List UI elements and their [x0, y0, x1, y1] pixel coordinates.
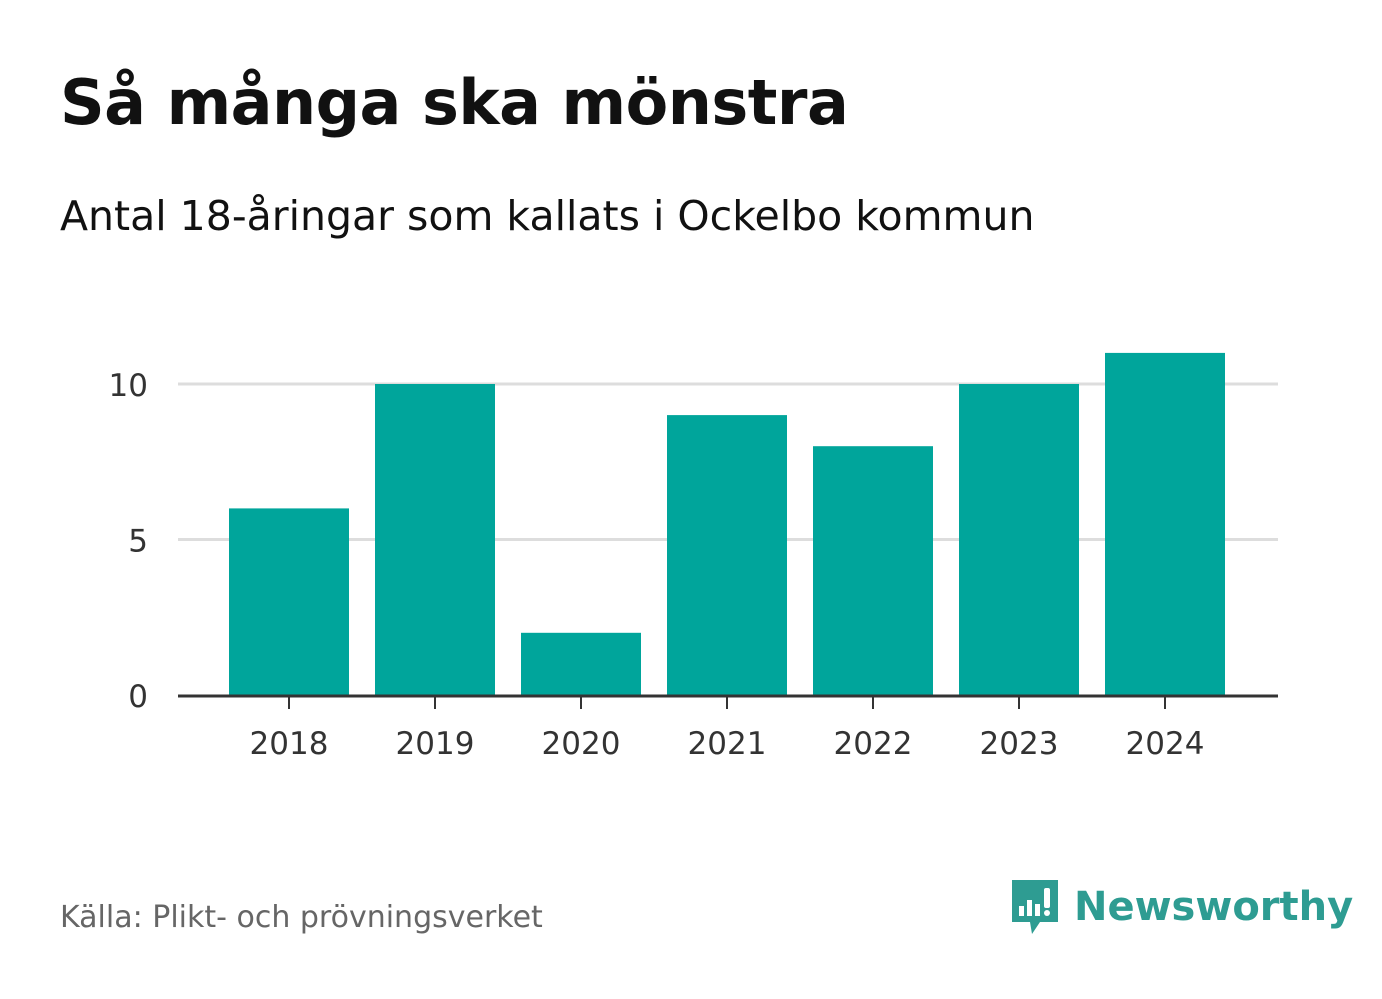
bars	[229, 352, 1225, 695]
x-tick-label-2018: 2018	[250, 726, 329, 762]
bar-2024	[1105, 352, 1225, 695]
x-tick-label-2023: 2023	[980, 726, 1059, 762]
source-note: Källa: Plikt- och prövningsverket	[60, 900, 543, 935]
y-tick-label-10: 10	[109, 368, 148, 404]
bar-2023	[959, 384, 1079, 695]
bar-2020	[521, 632, 641, 695]
y-tick-label-0: 0	[128, 679, 148, 715]
newsworthy-logo-icon	[1012, 880, 1058, 934]
x-tick-label-2019: 2019	[396, 726, 475, 762]
chart-subtitle: Antal 18-åringar som kallats i Ockelbo k…	[60, 192, 1035, 240]
brand-name: Newsworthy	[1074, 884, 1354, 930]
chart-title: Så många ska mönstra	[60, 66, 849, 139]
bar-2019	[375, 384, 495, 695]
x-tick-label-2021: 2021	[688, 726, 767, 762]
axes	[178, 694, 1278, 709]
x-tick-label-2020: 2020	[542, 726, 621, 762]
bar-2022	[813, 446, 933, 695]
brand-logo: Newsworthy	[1010, 878, 1353, 936]
x-tick-label-2022: 2022	[834, 726, 913, 762]
x-tick-label-2024: 2024	[1126, 726, 1205, 762]
tick-labels: 0 5 10 2018 2019 2020 2021 2022 2023 2024	[109, 368, 1205, 762]
bar-2018	[229, 508, 349, 695]
y-tick-label-5: 5	[128, 524, 148, 560]
bar-2021	[667, 415, 787, 695]
